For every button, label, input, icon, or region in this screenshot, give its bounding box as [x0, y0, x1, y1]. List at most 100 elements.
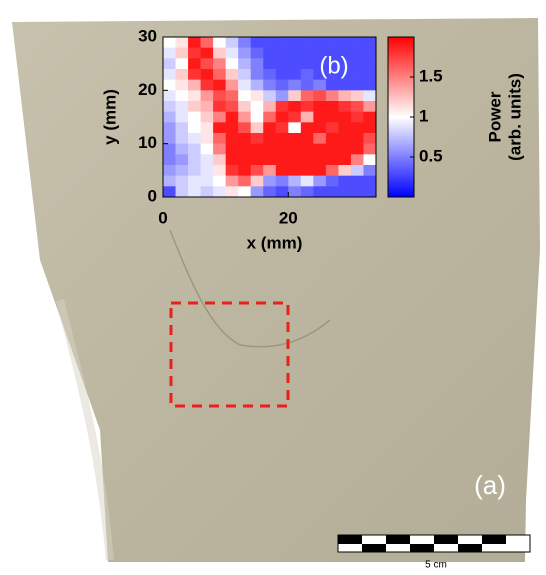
heat-cell: [276, 165, 289, 176]
heat-cell: [176, 154, 189, 165]
heat-cell: [188, 165, 201, 176]
heat-cell: [301, 176, 314, 187]
heat-cell: [176, 90, 189, 101]
heat-cell: [338, 122, 351, 133]
heat-cell: [176, 122, 189, 133]
heat-cell: [238, 112, 251, 123]
heat-cell: [288, 165, 301, 176]
heat-cell: [338, 133, 351, 144]
heat-cell: [276, 80, 289, 91]
heat-cell: [213, 90, 226, 101]
heat-cell: [313, 186, 326, 197]
scale-bar-segment: [410, 544, 434, 552]
scale-bar-segment: [482, 535, 506, 544]
heat-cell: [238, 80, 251, 91]
heat-cell: [301, 37, 314, 48]
heat-cell: [163, 165, 176, 176]
heat-cell: [301, 122, 314, 133]
heat-cell: [226, 154, 239, 165]
heat-cell: [263, 101, 276, 112]
heat-cell: [276, 154, 289, 165]
heat-cell: [238, 48, 251, 59]
heat-cell: [163, 48, 176, 59]
y-tick-label: 30: [138, 26, 157, 45]
heat-cell: [313, 90, 326, 101]
heat-cell: [213, 80, 226, 91]
heat-cell: [326, 80, 339, 91]
heat-cell: [363, 80, 376, 91]
heat-cell: [338, 37, 351, 48]
heat-cell: [201, 112, 214, 123]
heat-cell: [326, 112, 339, 123]
heat-cell: [226, 133, 239, 144]
heat-cell: [276, 176, 289, 187]
heat-cell: [351, 90, 364, 101]
heat-cell: [338, 112, 351, 123]
x-axis-label: x (mm): [247, 233, 303, 252]
heat-cell: [338, 154, 351, 165]
y-tick-label: 20: [138, 80, 157, 99]
heat-cell: [238, 154, 251, 165]
heat-cell: [176, 69, 189, 80]
heat-cell: [238, 133, 251, 144]
heat-cell: [163, 37, 176, 48]
heat-cell: [226, 165, 239, 176]
heat-cell: [363, 154, 376, 165]
heat-cell: [251, 90, 264, 101]
heat-cell: [163, 154, 176, 165]
heat-cell: [363, 165, 376, 176]
heat-cell: [313, 80, 326, 91]
heat-cell: [338, 144, 351, 155]
heat-cell: [163, 112, 176, 123]
heat-cell: [263, 37, 276, 48]
heat-cell: [276, 144, 289, 155]
heat-cell: [201, 101, 214, 112]
heat-cell: [363, 101, 376, 112]
heat-cell: [201, 37, 214, 48]
heat-cell: [238, 186, 251, 197]
heat-cell: [213, 154, 226, 165]
heat-cell: [313, 176, 326, 187]
heat-cell: [326, 144, 339, 155]
heat-cell: [251, 101, 264, 112]
heat-cell: [188, 133, 201, 144]
heat-cell: [326, 133, 339, 144]
heat-cell: [301, 154, 314, 165]
heat-cell: [188, 144, 201, 155]
heat-cell: [263, 144, 276, 155]
scale-bar-segment: [386, 535, 410, 544]
heat-cell: [313, 133, 326, 144]
heat-cell: [338, 186, 351, 197]
heat-cell: [163, 122, 176, 133]
heat-cell: [338, 165, 351, 176]
heat-cell: [363, 37, 376, 48]
heat-cell: [288, 58, 301, 69]
heat-cell: [238, 176, 251, 187]
heat-cell: [176, 80, 189, 91]
heat-cell: [276, 58, 289, 69]
heat-cell: [251, 48, 264, 59]
x-tick-label: 0: [158, 208, 167, 227]
heat-cell: [301, 165, 314, 176]
heat-cell: [301, 90, 314, 101]
heat-cell: [351, 112, 364, 123]
heat-cell: [251, 176, 264, 187]
heat-cell: [201, 176, 214, 187]
heat-cell: [163, 58, 176, 69]
heat-cell: [251, 186, 264, 197]
heat-cell: [226, 186, 239, 197]
heat-cell: [263, 186, 276, 197]
scale-bar: [338, 535, 530, 552]
colorbar-tick-label: 1: [419, 106, 428, 125]
heat-cell: [188, 154, 201, 165]
heat-cell: [176, 112, 189, 123]
heat-cell: [188, 58, 201, 69]
heat-cell: [201, 58, 214, 69]
heat-cell: [251, 165, 264, 176]
heat-cell: [363, 48, 376, 59]
heat-cell: [201, 80, 214, 91]
heat-cell: [251, 69, 264, 80]
heat-cell: [188, 176, 201, 187]
scale-bar-label: 5 cm: [425, 560, 447, 571]
heat-cell: [351, 186, 364, 197]
